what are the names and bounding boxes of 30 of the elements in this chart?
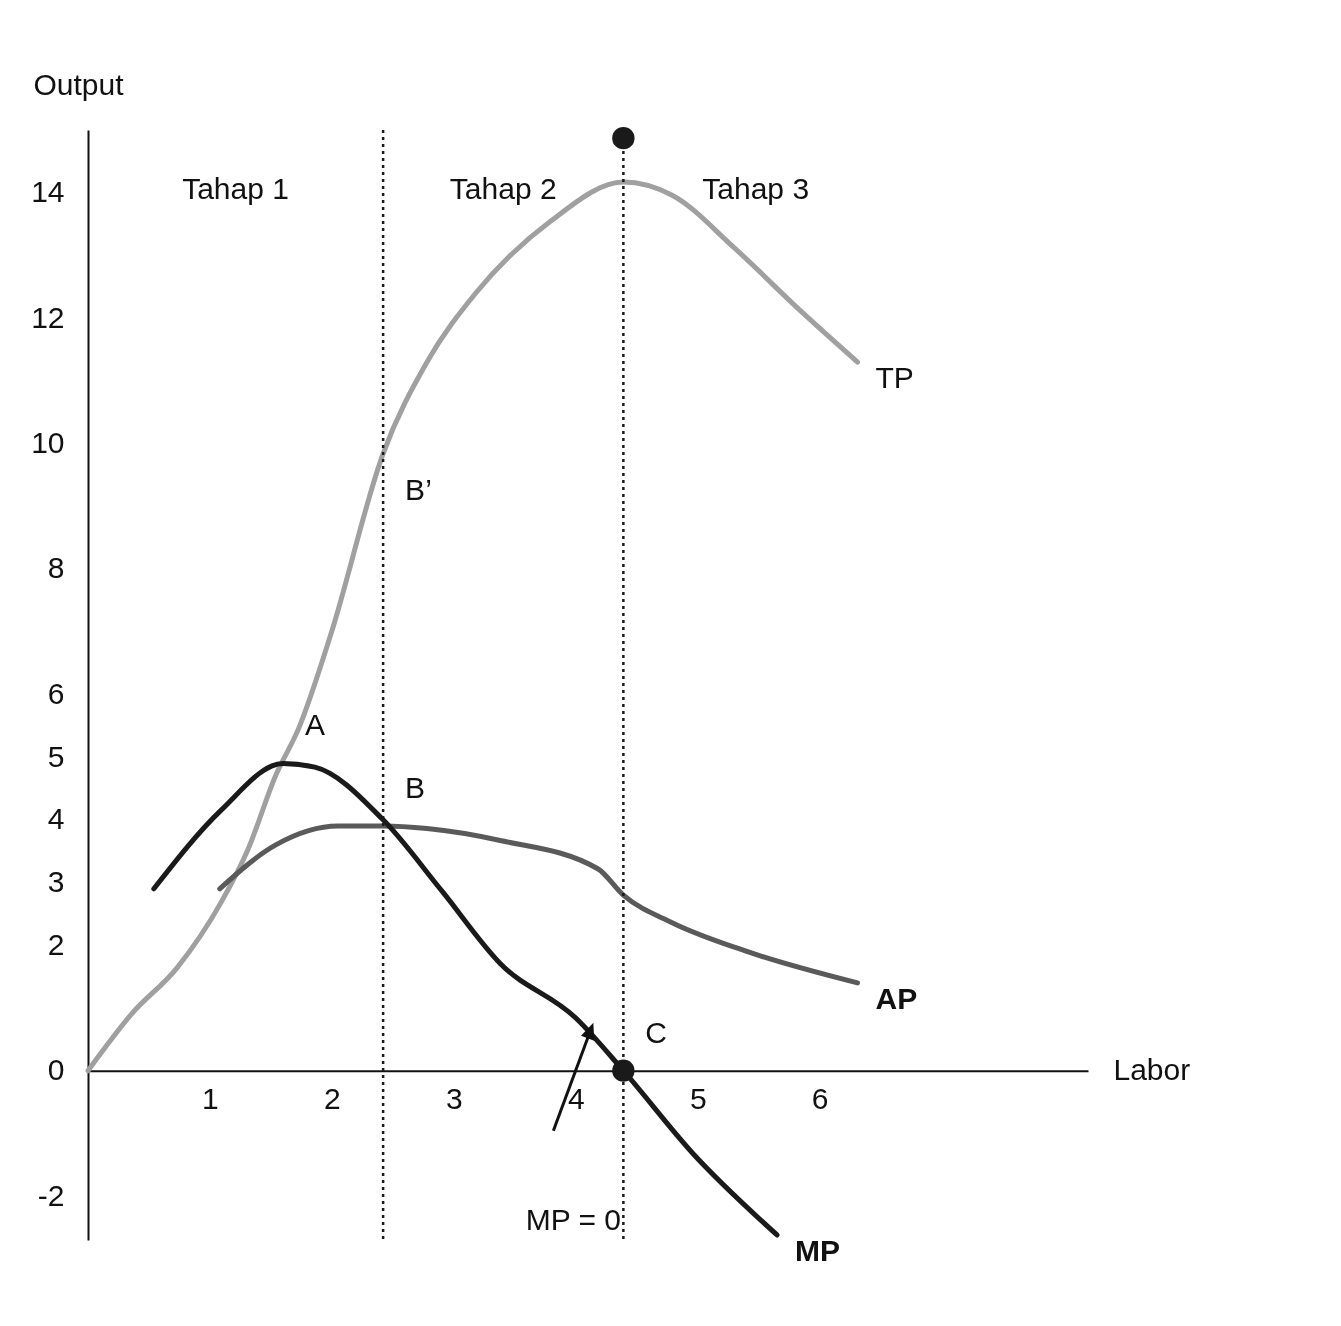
y-tick-label: 0	[47, 1053, 65, 1087]
series-label: MP	[795, 1233, 841, 1267]
y-tick-label: 5	[47, 739, 65, 773]
x-tick-label: 1	[202, 1082, 219, 1116]
y-tick-label: 12	[31, 300, 65, 334]
annotation: C	[645, 1015, 668, 1049]
annotation: A	[305, 708, 326, 742]
y-tick-label: 3	[47, 865, 65, 899]
y-tick-label: 10	[31, 426, 65, 460]
annotation: B’	[405, 472, 432, 506]
annotation: B	[405, 771, 426, 805]
x-tick-label: 6	[811, 1082, 829, 1116]
y-axis-title: Output	[33, 67, 125, 101]
x-tick-label: 3	[446, 1082, 463, 1116]
y-tick-label: -2	[37, 1178, 65, 1212]
series-label: TP	[875, 361, 914, 395]
x-tick-label: 2	[324, 1082, 341, 1116]
annotation: Tahap 1	[182, 172, 289, 205]
annotation: MP = 0	[525, 1202, 622, 1236]
y-tick-label: 14	[31, 175, 65, 209]
y-tick-label: 6	[47, 676, 65, 710]
x-axis-title: Labor	[1113, 1053, 1191, 1087]
y-tick-label: 4	[47, 802, 65, 836]
x-tick-label: 5	[689, 1082, 707, 1116]
y-tick-label: 8	[47, 551, 65, 585]
annotation: Tahap 3	[702, 172, 810, 205]
y-tick-label: 2	[47, 927, 65, 961]
x-tick-label: 4	[567, 1082, 585, 1116]
annotation: Tahap 2	[449, 172, 557, 205]
series-label: AP	[875, 981, 918, 1015]
